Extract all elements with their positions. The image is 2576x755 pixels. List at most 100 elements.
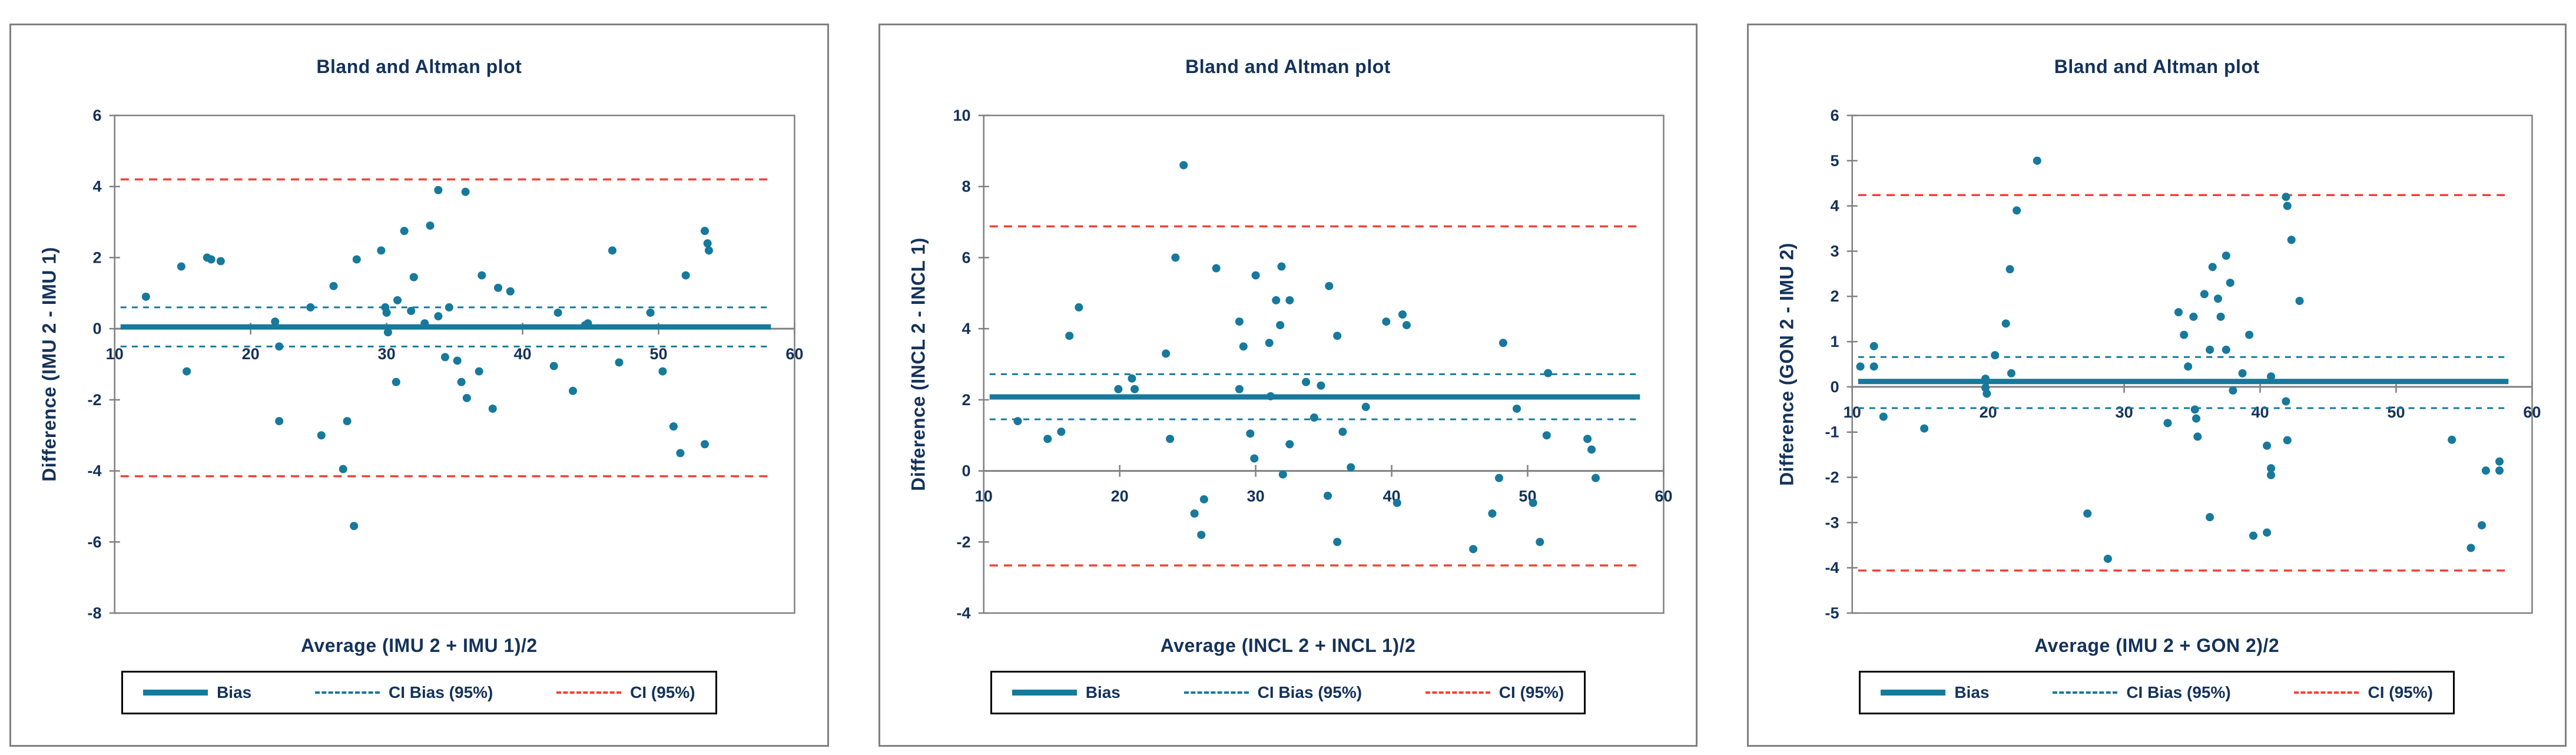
- scatter-point: [1113, 385, 1123, 393]
- x-tick-label: 60: [785, 345, 803, 363]
- scatter-point: [2448, 435, 2456, 444]
- y-tick-label: 6: [962, 249, 970, 266]
- chart-panel-incl2-incl1: Bland and Altman plot 10 8 6 4 2 0 -2 -4 10 20 30 4…: [878, 24, 1698, 747]
- scatter-point: [177, 262, 185, 271]
- scatter-point: [1190, 509, 1199, 518]
- plot-area-border: [1851, 114, 2534, 614]
- scatter-point: [1171, 253, 1180, 262]
- scatter-point: [2222, 251, 2231, 260]
- scatter-point: [2295, 296, 2304, 305]
- y-tick-label: 1: [1831, 333, 1839, 350]
- scatter-point: [681, 271, 690, 280]
- scatter-point: [1179, 161, 1188, 170]
- scatter-point: [2191, 405, 2200, 414]
- scatter-point: [1199, 495, 1208, 504]
- scatter-point: [1278, 470, 1287, 479]
- scatter-point: [2267, 464, 2276, 473]
- y-tick-label: -6: [88, 533, 102, 551]
- scatter-point: [549, 362, 558, 370]
- y-tick-label: 5: [1831, 152, 1839, 170]
- scatter-point: [1361, 402, 1370, 411]
- scatter-point: [2200, 290, 2209, 299]
- scatter-point: [1317, 381, 1325, 390]
- scatter-point: [461, 187, 470, 196]
- scatter-point: [352, 255, 361, 264]
- scatter-point: [2263, 441, 2272, 450]
- scatter-point: [2267, 471, 2276, 479]
- ci-bias-line-swatch: [2053, 691, 2118, 694]
- scatter-point: [1981, 375, 1990, 383]
- scatter-point: [1869, 362, 1879, 371]
- chart-title: Bland and Altman plot: [1185, 56, 1391, 77]
- y-tick-label: -3: [1825, 514, 1839, 531]
- y-axis-title: Difference (IMU 2 - IMU 1): [38, 247, 59, 482]
- scatter-point: [703, 239, 712, 248]
- legend-label: CI (95%): [2368, 683, 2433, 701]
- x-axis: 10 20 30 40 50 60: [974, 465, 1672, 505]
- scatter-point: [1057, 428, 1066, 436]
- scatter-point: [275, 417, 284, 426]
- scatter-points: [1856, 156, 2504, 563]
- legend-label: CI (95%): [630, 683, 695, 701]
- scatter-point: [1346, 463, 1355, 472]
- scatter-point: [1982, 389, 1991, 398]
- scatter-point: [409, 273, 418, 282]
- x-tick-label: 10: [106, 345, 124, 363]
- x-tick-label: 10: [1844, 403, 1861, 421]
- scatter-point: [2216, 312, 2225, 321]
- scatter-point: [1324, 282, 1334, 290]
- scatter-point: [2283, 436, 2292, 445]
- scatter-point: [445, 303, 453, 312]
- scatter-point: [183, 367, 191, 376]
- scatter-point: [1542, 431, 1551, 440]
- scatter-point: [658, 367, 667, 376]
- scatter-point: [2245, 330, 2254, 339]
- x-tick-label: 40: [2252, 403, 2269, 421]
- scatter-point: [1512, 404, 1521, 413]
- scatter-point: [2478, 521, 2487, 529]
- scatter-point: [506, 287, 515, 296]
- x-tick-label: 50: [2388, 403, 2405, 421]
- scatter-point: [1323, 491, 1332, 500]
- legend-item-bias: Bias: [143, 683, 251, 702]
- plot-area-border: [114, 114, 795, 614]
- scatter-point: [2226, 279, 2235, 287]
- scatter-point: [488, 404, 497, 413]
- scatter-point: [1271, 296, 1280, 304]
- y-tick-label: 4: [93, 178, 102, 196]
- scatter-point: [1869, 342, 1879, 350]
- scatter-point: [1246, 429, 1255, 438]
- x-tick-label: 60: [1655, 488, 1672, 505]
- legend-item-ci-bias: CI Bias (95%): [1183, 683, 1362, 702]
- scatter-point: [2005, 265, 2014, 274]
- scatter-point: [1535, 538, 1544, 547]
- scatter-point: [2282, 397, 2290, 406]
- legend-item-ci: CI (95%): [2294, 683, 2433, 702]
- scatter-point: [2283, 201, 2292, 210]
- y-tick-label: 2: [93, 249, 102, 266]
- scatter-point: [2013, 206, 2021, 215]
- y-tick-label: -8: [88, 604, 102, 622]
- scatter-point: [1275, 321, 1284, 330]
- y-tick-label: -2: [88, 391, 102, 409]
- legend-label: CI Bias (95%): [1257, 683, 1362, 701]
- scatter-point: [2007, 369, 2016, 378]
- y-tick-label: -4: [88, 462, 102, 480]
- scatter-point: [2033, 156, 2042, 165]
- scatter-point: [2002, 319, 2011, 328]
- scatter-point: [2482, 466, 2491, 475]
- scatter-point: [2214, 294, 2223, 303]
- x-tick-label: 20: [1110, 488, 1128, 505]
- scatter-point: [2193, 432, 2202, 441]
- y-tick-label: -2: [956, 533, 970, 551]
- x-tick-label: 40: [513, 345, 531, 363]
- legend-item-bias: Bias: [1012, 683, 1120, 702]
- y-tick-label: 8: [962, 178, 970, 196]
- x-tick-label: 30: [378, 345, 396, 363]
- chart-title: Bland and Altman plot: [2054, 56, 2260, 77]
- scatter-point: [1591, 473, 1600, 482]
- scatter-point: [493, 283, 503, 292]
